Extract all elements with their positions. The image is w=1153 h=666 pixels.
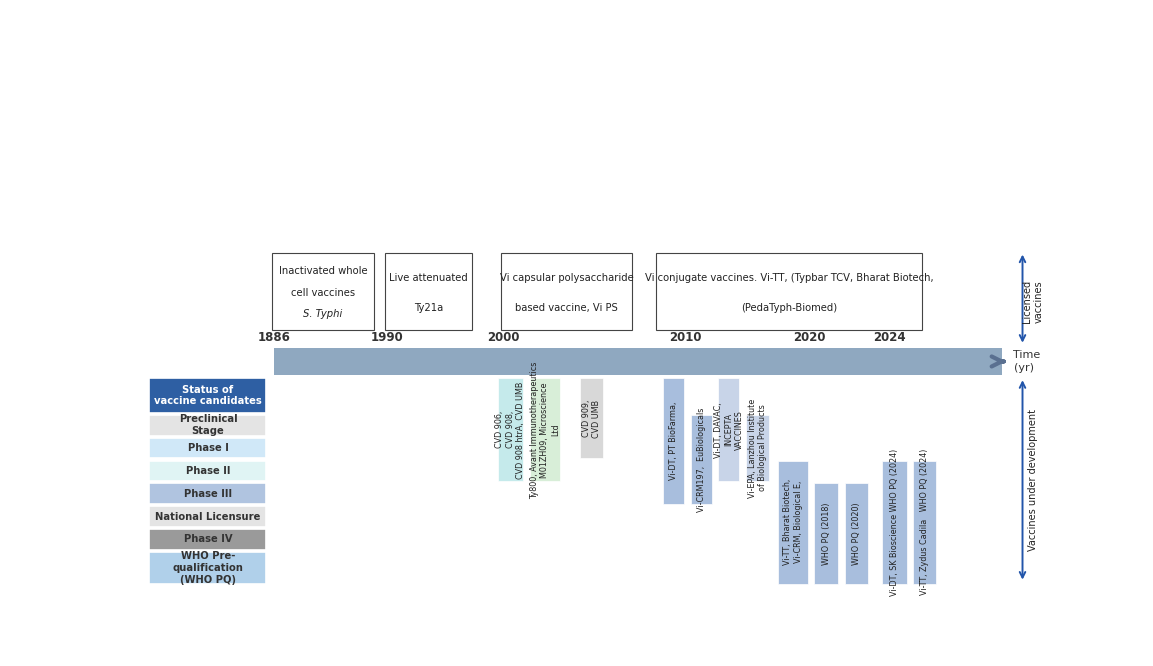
Text: Inactivated whole: Inactivated whole (279, 266, 367, 276)
Text: WHO Pre-
qualification
(WHO PQ): WHO Pre- qualification (WHO PQ) (173, 551, 243, 585)
Text: Ty800, Avant Immunotherapeutics
M01ZH09, Microscience
Ltd: Ty800, Avant Immunotherapeutics M01ZH09,… (530, 361, 560, 499)
Text: Time: Time (1012, 350, 1040, 360)
Text: Ty21a: Ty21a (414, 303, 443, 313)
FancyBboxPatch shape (691, 415, 711, 504)
Text: Phase IV: Phase IV (183, 534, 232, 544)
FancyBboxPatch shape (502, 252, 632, 330)
Text: Status of
vaccine candidates: Status of vaccine candidates (155, 385, 262, 406)
Text: Phase I: Phase I (188, 443, 228, 453)
FancyBboxPatch shape (149, 506, 265, 527)
FancyBboxPatch shape (778, 461, 808, 584)
Text: Vi conjugate vaccines. Vi-TT, (Typbar TCV, Bharat Biotech,: Vi conjugate vaccines. Vi-TT, (Typbar TC… (645, 273, 934, 283)
FancyBboxPatch shape (149, 529, 265, 550)
FancyBboxPatch shape (882, 461, 907, 584)
Text: 2010: 2010 (669, 331, 701, 344)
FancyBboxPatch shape (149, 438, 265, 458)
FancyBboxPatch shape (663, 378, 684, 504)
Text: WHO PQ (2018): WHO PQ (2018) (822, 502, 831, 565)
Text: (PedaTyph-Biomed): (PedaTyph-Biomed) (741, 303, 837, 313)
Text: (yr): (yr) (1015, 362, 1034, 372)
FancyBboxPatch shape (913, 461, 936, 584)
FancyBboxPatch shape (580, 378, 603, 458)
Text: National Licensure: National Licensure (156, 511, 261, 521)
Text: CVD 909,
CVD UMB: CVD 909, CVD UMB (582, 400, 601, 438)
Text: Vi-DT, SK Bioscience WHO PQ (2024): Vi-DT, SK Bioscience WHO PQ (2024) (890, 449, 899, 596)
FancyBboxPatch shape (845, 484, 867, 584)
FancyBboxPatch shape (273, 348, 1002, 375)
Text: Licensed
vaccines: Licensed vaccines (1023, 280, 1043, 323)
FancyBboxPatch shape (656, 252, 922, 330)
FancyBboxPatch shape (385, 252, 472, 330)
FancyBboxPatch shape (149, 415, 265, 436)
FancyBboxPatch shape (718, 378, 739, 482)
Text: cell vaccines: cell vaccines (291, 288, 355, 298)
Text: based vaccine, Vi PS: based vaccine, Vi PS (515, 303, 618, 313)
Text: 1886: 1886 (257, 331, 291, 344)
Text: Vi capsular polysaccharide: Vi capsular polysaccharide (500, 273, 634, 283)
Text: Live attenuated: Live attenuated (389, 273, 468, 283)
Text: Phase II: Phase II (186, 466, 231, 476)
Text: Vi-DT, DAVAC,
INCEPTA
VACCINES: Vi-DT, DAVAC, INCEPTA VACCINES (714, 402, 744, 458)
Text: 2000: 2000 (487, 331, 519, 344)
Text: Vi-DT, PT BioFarma,: Vi-DT, PT BioFarma, (669, 402, 678, 480)
Text: Vi-TT, Bharat Biotech,
Vi-CRM, Biological E,: Vi-TT, Bharat Biotech, Vi-CRM, Biologica… (783, 479, 802, 565)
Text: 1990: 1990 (370, 331, 402, 344)
Text: CVD 906,
CVD 908,
CVD 908 htrA, CVD UMB: CVD 906, CVD 908, CVD 908 htrA, CVD UMB (496, 381, 526, 479)
FancyBboxPatch shape (272, 252, 374, 330)
FancyBboxPatch shape (149, 484, 265, 504)
Text: S. Typhi: S. Typhi (303, 309, 342, 319)
Text: Preclinical
Stage: Preclinical Stage (179, 414, 238, 436)
FancyBboxPatch shape (498, 378, 523, 482)
FancyBboxPatch shape (149, 552, 265, 584)
Text: 2024: 2024 (873, 331, 905, 344)
FancyBboxPatch shape (530, 378, 559, 482)
FancyBboxPatch shape (814, 484, 838, 584)
Text: 2020: 2020 (793, 331, 826, 344)
FancyBboxPatch shape (149, 378, 265, 413)
FancyBboxPatch shape (149, 461, 265, 482)
Text: Vaccines under development: Vaccines under development (1028, 409, 1038, 551)
Text: Phase III: Phase III (184, 489, 232, 499)
Text: Vi-EPA, Lanzhou Institute
of Biological Products: Vi-EPA, Lanzhou Institute of Biological … (748, 398, 768, 498)
FancyBboxPatch shape (746, 415, 769, 482)
Text: WHO PQ (2020): WHO PQ (2020) (852, 502, 861, 565)
Text: Vi-CRM197,  EuBiologicals: Vi-CRM197, EuBiologicals (696, 408, 706, 511)
Text: Vi-TT, Zydus Cadila   WHO PQ (2024): Vi-TT, Zydus Cadila WHO PQ (2024) (920, 449, 929, 595)
